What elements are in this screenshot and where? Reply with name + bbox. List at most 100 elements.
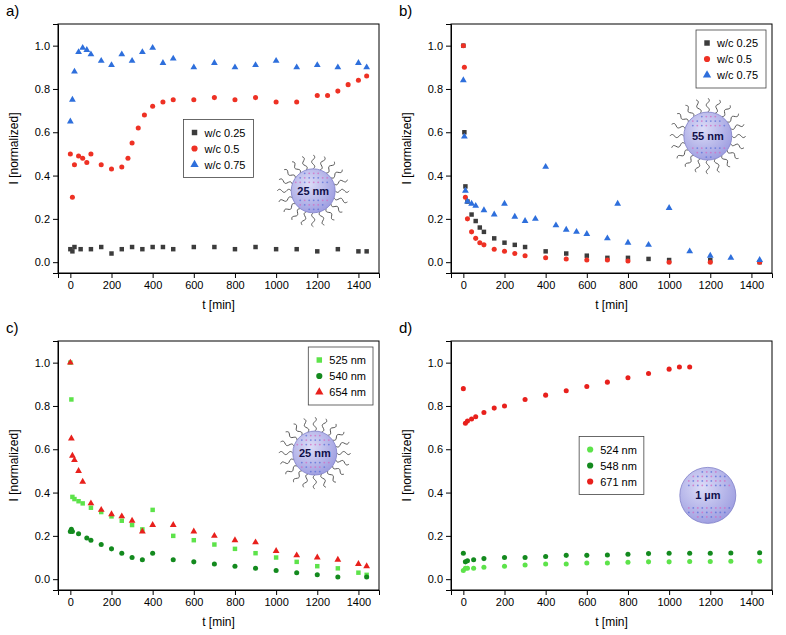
tick-label: 0.4 xyxy=(428,487,443,499)
x-axis: 0200400600800100012001400 xyxy=(452,590,773,608)
ligand xyxy=(292,162,300,173)
data-point xyxy=(625,552,630,557)
tick-label: 0.2 xyxy=(35,530,50,542)
x-tick: 600 xyxy=(185,273,203,291)
x-tick: 1000 xyxy=(264,273,288,291)
x-tick: 0 xyxy=(461,590,467,608)
data-point xyxy=(584,257,589,262)
particle-dot xyxy=(705,147,707,149)
tick-mark xyxy=(358,590,359,595)
particle-dot xyxy=(688,484,690,486)
data-point xyxy=(130,555,135,560)
ligand xyxy=(336,460,349,465)
particle-dot xyxy=(697,507,699,509)
data-point xyxy=(346,82,351,87)
data-point xyxy=(523,397,528,402)
figure: a)02004006008001000120014000.00.20.40.60… xyxy=(0,0,786,635)
data-point xyxy=(120,518,124,522)
plot-area: 02004006008001000120014000.00.20.40.60.8… xyxy=(7,24,380,312)
particle-dot xyxy=(692,147,694,149)
particle-dot xyxy=(724,507,726,509)
particle-dot xyxy=(688,480,690,482)
tick-mark xyxy=(628,590,629,595)
data-point xyxy=(605,380,610,385)
particle-dot xyxy=(715,511,717,513)
data-point xyxy=(170,521,177,527)
tick-label: 200 xyxy=(496,596,514,608)
data-point xyxy=(492,247,497,252)
y-axis: 0.00.20.40.60.81.0 xyxy=(35,342,59,591)
tick-mark xyxy=(751,273,752,278)
y-tick: 0.2 xyxy=(35,530,58,542)
tick-mark xyxy=(53,363,58,364)
particle-core xyxy=(680,467,736,523)
ligand xyxy=(279,197,292,202)
particle-dot xyxy=(705,116,707,118)
series xyxy=(461,559,762,573)
legend-label: w/c 0.75 xyxy=(204,159,246,171)
data-point xyxy=(364,574,369,579)
tick-mark xyxy=(53,89,58,90)
data-point xyxy=(325,93,330,98)
x-tick: 800 xyxy=(226,590,244,608)
data-point xyxy=(666,204,673,210)
data-point xyxy=(130,245,134,249)
particle-dot xyxy=(313,181,315,183)
data-point xyxy=(212,95,217,100)
tick-label: 600 xyxy=(185,596,203,608)
particle-dot xyxy=(705,125,707,127)
x-tick: 800 xyxy=(619,590,637,608)
particle-dot xyxy=(310,471,312,473)
data-point xyxy=(89,247,93,251)
ligand xyxy=(696,100,701,113)
y-tick: 0.0 xyxy=(428,573,451,585)
x-tick: 1000 xyxy=(657,590,681,608)
data-point xyxy=(88,151,93,156)
data-point xyxy=(502,555,507,560)
particle-dot xyxy=(323,466,325,468)
data-point xyxy=(192,245,196,249)
particle-dot xyxy=(724,484,726,486)
tick-label: 600 xyxy=(578,596,596,608)
data-point xyxy=(625,375,630,380)
data-point xyxy=(253,566,258,571)
y-axis-title: I [normalized] xyxy=(7,112,21,184)
data-point xyxy=(294,247,298,251)
data-point xyxy=(756,256,763,262)
tick-mark xyxy=(446,132,451,133)
particle-dot xyxy=(301,462,303,464)
tick-label: 200 xyxy=(103,596,121,608)
data-point xyxy=(190,528,197,534)
data-point xyxy=(253,245,257,249)
tick-label: 1.0 xyxy=(428,40,443,52)
data-point xyxy=(564,256,569,261)
data-point xyxy=(645,241,652,247)
ligand xyxy=(326,209,334,220)
ligand xyxy=(722,155,730,166)
tick-mark xyxy=(194,590,195,595)
particle-dot xyxy=(701,147,703,149)
legend-symbol xyxy=(190,160,198,167)
x-tick: 1400 xyxy=(740,273,764,291)
data-point xyxy=(478,225,482,229)
tick-mark xyxy=(153,590,154,595)
y-tick: 0.6 xyxy=(428,126,451,138)
ligand xyxy=(301,212,306,225)
particle-dot xyxy=(317,177,319,179)
x-axis: 0200400600800100012001400 xyxy=(59,590,380,608)
particle-dot xyxy=(710,516,712,518)
data-point xyxy=(481,565,486,570)
tick-label: 1200 xyxy=(699,279,723,291)
data-point xyxy=(502,403,507,408)
data-point xyxy=(293,551,300,557)
tick-label: 1200 xyxy=(306,596,330,608)
particle-dot xyxy=(295,181,297,183)
x-axis-title: t [min] xyxy=(202,298,235,312)
legend-label: w/c 0.75 xyxy=(716,69,758,81)
particle-dot xyxy=(323,439,325,441)
data-point xyxy=(757,550,762,555)
data-point xyxy=(192,538,196,542)
data-point xyxy=(543,554,548,559)
tick-mark xyxy=(276,273,277,278)
particle-dot xyxy=(714,120,716,122)
